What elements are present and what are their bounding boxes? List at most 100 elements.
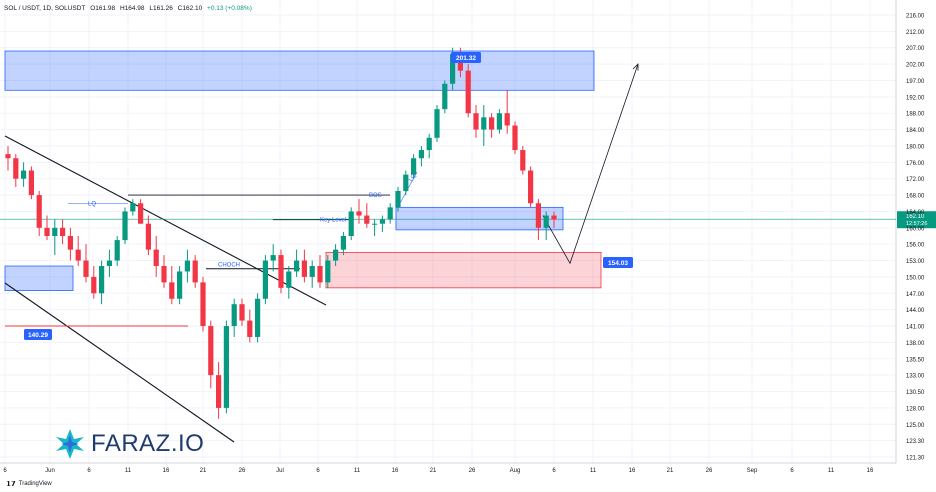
candle-body [356,211,362,216]
symbol-label[interactable]: SOL / USDT, 1D, SOLUSDT [4,5,86,12]
label-154: 154.03 [608,260,628,267]
candle-body [442,83,448,110]
x-tick-label: 11 [354,468,361,474]
y-tick-label: 212.00 [906,30,925,36]
candle-body [5,154,11,159]
channel-lower-line [4,282,235,443]
x-tick-label: 21 [200,468,207,474]
y-tick-label: 144.00 [906,308,925,314]
price-axis: 121.30 123.30 125.00 128.00 130.50 133.00 135.… [906,14,925,462]
open-value: O161.98 [90,5,116,12]
close-value: C162.10 [177,5,203,12]
y-tick-label: 141.00 [906,325,925,331]
candle-body [231,304,237,327]
candle-body [520,150,526,171]
candles-layer [5,47,557,419]
candle-body [411,158,417,175]
x-tick-label: 11 [828,468,835,474]
candle-body [67,236,73,250]
channel-upper-line [4,135,327,306]
candle-body [52,227,58,236]
candle-body [496,113,502,130]
candle-body [255,298,261,337]
y-tick-label: 188.00 [906,112,925,118]
y-tick-label: 160.00 [906,226,925,232]
candle-body [75,249,81,261]
candle-body [28,170,34,196]
candle-body [325,260,331,283]
y-tick-label: 176.00 [906,161,925,167]
candle-body [223,326,229,408]
candle-body [372,223,378,225]
faraz-logo-icon [56,429,84,459]
candle-body [169,282,175,299]
x-tick-label: 26 [239,468,246,474]
candle-body [192,260,198,283]
y-tick-label: 216.00 [906,14,925,20]
candle-body [395,190,401,208]
x-tick-label: 26 [706,468,713,474]
last-price-value: 162.10 [906,214,925,220]
orderblock-zone [395,206,564,231]
zones-layer [4,50,602,291]
symbol-header: SOL / USDT, 1D, SOLUSDT O161.98 H164.98 … [4,5,255,12]
y-tick-label: 123.30 [906,439,925,445]
candle-body [434,109,440,138]
projection-arrowhead [632,63,639,71]
candle-body [364,215,370,224]
candle-body [504,113,510,126]
candle-body [450,54,456,84]
x-tick-label: 21 [430,468,437,474]
candle-body [278,255,284,288]
candle-body [535,203,541,228]
high-value: H164.98 [119,5,145,12]
tradingview-badge[interactable]: 𝟭𝟳 TradingView [6,480,52,488]
last-price-tag [897,211,936,229]
candle-body [247,320,253,337]
x-tick-label: 16 [629,468,636,474]
candle-body [153,249,159,267]
candle-body [481,117,487,130]
label-201-box [451,52,481,63]
candle-body [512,125,518,151]
label-140-box [24,329,52,340]
y-tick-label: 202.00 [906,63,925,69]
x-tick-label: Sep [747,468,758,474]
demand-zone [325,251,602,289]
left-demand-zone [4,265,74,291]
candle-body [184,260,190,272]
candle-body [551,215,557,220]
candle-body [489,117,495,130]
y-tick-label: 133.00 [906,374,925,380]
lq2-text: LQ [409,173,418,183]
candle-body [239,304,245,321]
candle-body [177,271,183,299]
labels-layer: 201.32 154.03 140.29 LQ CHOCH Key Level BOS LQ 1… [24,52,936,340]
y-tick-label: 172.00 [906,177,925,183]
tradingview-icon: 𝟭𝟳 [6,481,16,488]
candle-body [262,260,268,299]
candle-body [333,249,339,261]
x-tick-label: 16 [867,468,874,474]
candle-body [208,326,214,376]
candle-body [130,203,136,212]
y-tick-label: 197.00 [906,79,925,85]
x-tick-label: 6 [3,468,7,474]
key-level-text: Key Level [320,218,346,224]
candle-body [403,174,409,191]
candle-body [301,260,307,277]
low-value: L161.26 [149,5,173,12]
candle-body [216,375,222,408]
x-tick-label: 16 [163,468,170,474]
label-201: 201.32 [456,55,476,62]
x-tick-label: Jul [276,468,284,474]
x-tick-label: 21 [667,468,674,474]
x-tick-label: 26 [469,468,476,474]
candle-body [114,240,120,261]
candle-body [106,260,112,267]
label-140: 140.29 [28,332,48,339]
projection-path [542,63,639,265]
change-value: +0.13 (+0.08%) [207,5,252,12]
x-tick-label: 16 [392,468,399,474]
